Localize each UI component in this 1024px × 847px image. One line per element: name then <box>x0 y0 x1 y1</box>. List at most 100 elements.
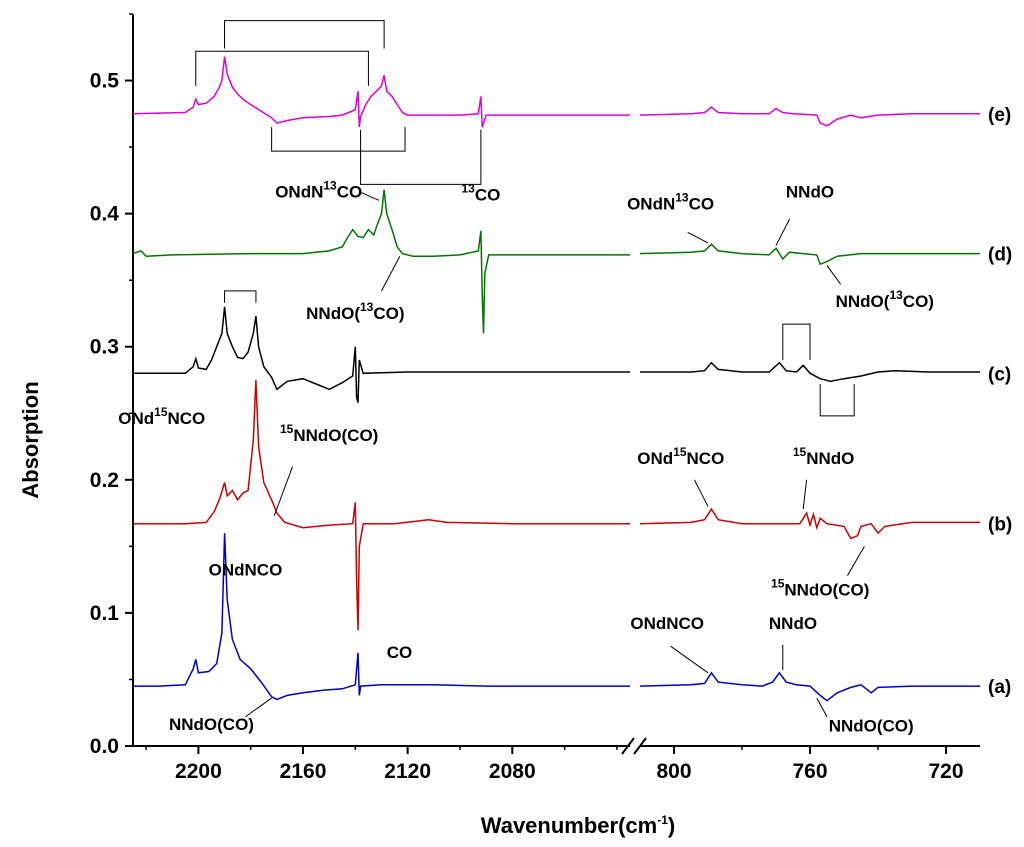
leader-line <box>360 191 380 201</box>
annotation-text: NNdO(CO) <box>829 716 914 735</box>
annotation-text: NNdO( <box>306 304 360 323</box>
x-tick-label: 2160 <box>280 760 327 783</box>
annotation-text: ONdN <box>627 195 675 214</box>
trace-label-b: (b) <box>988 515 1012 536</box>
x-axis-title-main: Wavenumber(cm <box>481 813 657 838</box>
y-tick-label: 0.4 <box>90 203 120 226</box>
axis-break-mark <box>621 737 635 755</box>
x-tick-label: 2080 <box>489 760 536 783</box>
annotation-sup: 15 <box>771 577 785 591</box>
trace-b-high <box>133 379 630 631</box>
y-tick-label: 0.3 <box>90 336 119 359</box>
annotations: NNdO(CO)COONdNCOONd15NCO15NNdO(CO)NNdO(1… <box>118 20 934 735</box>
annotation-a15: ONdN13CO <box>627 191 714 214</box>
trace-a-low <box>639 671 980 702</box>
annotation-text: CO <box>475 185 501 204</box>
leader-line <box>693 479 709 507</box>
leader-line <box>826 265 842 285</box>
annotation-text: ONd <box>118 409 154 428</box>
annotation-a17: NNdO(13CO) <box>836 288 934 311</box>
x-tick-label: 720 <box>928 760 963 783</box>
y-tick-label: 0.1 <box>90 602 120 625</box>
trace-d-high <box>132 189 630 334</box>
annotation-a13: 15NNdO <box>793 445 855 468</box>
leader-line <box>381 255 401 292</box>
trace-label-c: (c) <box>988 364 1011 385</box>
x-tick-label: 800 <box>656 760 691 783</box>
x-tick-label: 2200 <box>175 760 222 783</box>
y-tick-label: 0.0 <box>90 735 119 758</box>
annotation-a4: ONd15NCO <box>118 405 205 428</box>
annotation-sup: 15 <box>793 445 807 459</box>
trace-d-low <box>639 243 980 266</box>
bracket-up <box>195 50 369 86</box>
annotation-text: CO) <box>903 292 934 311</box>
x-axis-title-end: ) <box>668 813 675 838</box>
bracket-up <box>224 20 385 49</box>
annotation-a9: ONdNCO <box>630 614 704 633</box>
y-tick-label: 0.5 <box>90 70 120 93</box>
axes: 0.0 0.1 0.2 0.3 0.4 0.5 2200 2160 2120 2080 800 760… <box>90 13 980 783</box>
y-tick-label: 0.2 <box>90 469 119 492</box>
annotation-text: ONdNCO <box>209 561 283 580</box>
annotation-text: CO <box>387 643 413 662</box>
annotation-a11: NNdO(CO) <box>829 716 914 735</box>
annotation-sup: 15 <box>154 405 168 419</box>
annotation-text: NNdO(CO) <box>293 426 378 445</box>
leader-line <box>775 218 791 246</box>
trace-e-low <box>639 106 980 127</box>
annotation-sup: 13 <box>323 179 337 193</box>
x-tick-label: 2120 <box>384 760 431 783</box>
annotation-sup: 15 <box>280 422 294 436</box>
annotation-sup: 13 <box>461 181 475 195</box>
annotation-text: NNdO <box>769 614 817 633</box>
trace-a-high <box>133 533 630 701</box>
annotation-text: NCO <box>168 409 206 428</box>
annotation-sup: 15 <box>673 445 687 459</box>
trace-c-high <box>133 306 630 403</box>
annotation-sup: 13 <box>889 288 903 302</box>
annotation-text: NCO <box>687 449 725 468</box>
annotation-text: ONdNCO <box>630 614 704 633</box>
trace-label-a: (a) <box>988 677 1011 698</box>
leader-line <box>670 645 709 674</box>
bracket-down <box>271 127 406 152</box>
trace-e-high <box>132 56 630 128</box>
y-axis-title: Absorption <box>18 381 43 498</box>
annotation-sup: 13 <box>360 300 374 314</box>
annotation-a12: ONd15NCO <box>637 445 724 468</box>
annotation-text: ONdN <box>275 183 323 202</box>
annotation-a3: ONdNCO <box>209 561 283 580</box>
annotation-a14: 15NNdO(CO) <box>771 577 869 600</box>
annotation-a6: NNdO(13CO) <box>306 300 404 323</box>
leader-line <box>687 231 709 244</box>
leader-line <box>816 697 828 717</box>
annotation-a1: NNdO(CO) <box>169 715 254 734</box>
x-tick-label: 760 <box>792 760 827 783</box>
annotation-text: CO <box>337 183 363 202</box>
leader-line <box>846 546 865 576</box>
annotation-a5: 15NNdO(CO) <box>280 422 378 445</box>
annotation-a10: NNdO <box>769 614 817 633</box>
annotation-text: ONd <box>637 449 673 468</box>
leader-line <box>802 479 808 510</box>
trace-label-e: (e) <box>988 105 1011 126</box>
annotation-text: NNdO <box>806 449 854 468</box>
bracket-up <box>782 323 811 361</box>
x-axis-title: Wavenumber(cm-1) <box>481 813 675 838</box>
trace-c-low <box>640 361 980 383</box>
trace-b-low <box>639 507 980 540</box>
annotation-text: NNdO <box>786 183 834 202</box>
annotation-text: NNdO(CO) <box>169 715 254 734</box>
trace-labels: (a) (b) (c) (d) (e) <box>988 105 1012 698</box>
annotation-text: CO <box>689 195 715 214</box>
annotation-text: NNdO(CO) <box>784 581 869 600</box>
annotation-a16: NNdO <box>786 183 834 202</box>
annotation-a7: ONdN13CO <box>275 179 362 202</box>
leader-line <box>273 466 294 516</box>
spectra-traces <box>132 56 980 702</box>
annotation-text: NNdO( <box>836 292 890 311</box>
annotation-text: CO) <box>373 304 404 323</box>
annotation-sup: 13 <box>675 191 689 205</box>
